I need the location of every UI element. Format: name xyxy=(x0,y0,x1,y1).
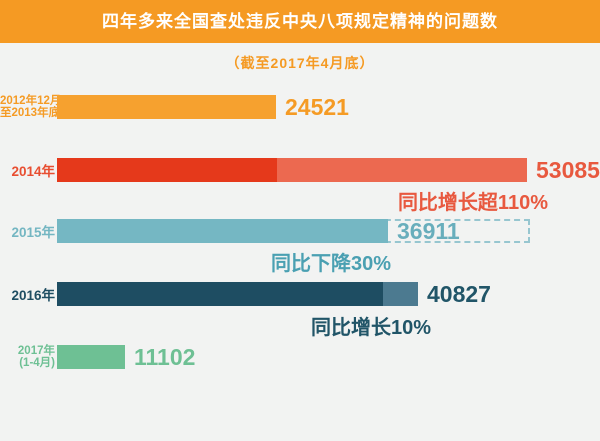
yoy-annotation-2015: 同比下降30% xyxy=(271,253,392,275)
row-label-line: 至2013年底 xyxy=(0,107,61,119)
bar-segment xyxy=(57,219,388,243)
bar-2015 xyxy=(57,219,530,243)
bar-row-2013: 2012年12月 至2013年底 24521 xyxy=(0,93,349,120)
row-label-2013: 2012年12月 至2013年底 xyxy=(0,94,62,120)
bar-segment-increase xyxy=(277,158,527,182)
bar-2016 xyxy=(57,282,418,306)
bar-value-2016: 40827 xyxy=(427,280,491,307)
bar-row-2017: 2017年 (1-4月) 11102 xyxy=(0,343,196,370)
bar-segment-previous-year xyxy=(57,158,277,182)
row-label-2017: 2017年 (1-4月) xyxy=(0,345,55,370)
bar-2017 xyxy=(57,345,125,369)
row-label-2014: 2014年 xyxy=(11,164,55,179)
bar-segment xyxy=(57,95,276,119)
chart-title: 四年多来全国查处违反中央八项规定精神的问题数 xyxy=(102,12,498,31)
bar-segment-previous-year xyxy=(57,282,383,306)
bar-2013 xyxy=(57,95,276,119)
yoy-annotation-2016: 同比增长10% xyxy=(311,317,432,339)
bar-value-2017: 11102 xyxy=(134,343,196,370)
bar-segment-increase xyxy=(383,282,418,306)
bar-row-2016: 2016年 40827 xyxy=(0,280,491,307)
row-label-line: (1-4月) xyxy=(19,357,55,369)
bar-value-2013: 24521 xyxy=(285,93,349,120)
row-label-2015: 2015年 xyxy=(11,225,55,240)
bar-2014 xyxy=(57,158,527,182)
row-label-line: 2017年 xyxy=(17,344,55,357)
header-bar: 四年多来全国查处违反中央八项规定精神的问题数 xyxy=(0,0,600,43)
bar-value-2015: 36911 xyxy=(397,217,460,244)
row-label-2016: 2016年 xyxy=(11,288,55,303)
bar-value-2014: 53085 xyxy=(536,156,600,183)
bar-segment xyxy=(57,345,125,369)
bar-row-2015: 2015年 36911 xyxy=(0,217,530,244)
row-label-line: 2012年12月 xyxy=(0,94,62,107)
chart-subtitle: （截至2017年4月底） xyxy=(225,55,375,71)
yoy-annotation-2014: 同比增长超110% xyxy=(397,192,548,214)
bar-row-2014: 2014年 53085 xyxy=(0,156,600,183)
